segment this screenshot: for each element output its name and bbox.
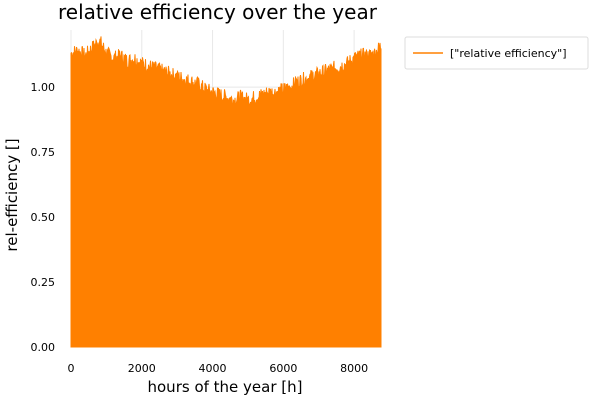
x-tick-label: 8000 bbox=[340, 362, 368, 375]
legend-entry: ["relative efficiency"] bbox=[450, 47, 567, 60]
y-tick-label: 1.00 bbox=[31, 81, 56, 94]
y-tick-label: 0.75 bbox=[31, 146, 56, 159]
x-tick-label: 4000 bbox=[199, 362, 227, 375]
y-tick-label: 0.25 bbox=[31, 276, 56, 289]
x-axis-label: hours of the year [h] bbox=[148, 378, 303, 396]
chart-title: relative efficiency over the year bbox=[58, 0, 378, 24]
axes: 0.00 0.25 0.50 0.75 1.00 0 2000 4000 6000 8000 bbox=[31, 81, 369, 375]
x-tick-label: 0 bbox=[68, 362, 75, 375]
series-layer bbox=[70, 36, 382, 348]
y-tick-label: 0.50 bbox=[31, 211, 56, 224]
x-tick-label: 6000 bbox=[269, 362, 297, 375]
legend: ["relative efficiency"] bbox=[404, 36, 589, 70]
legend-box bbox=[404, 36, 589, 70]
y-axis-label: rel-efficiency [] bbox=[3, 138, 21, 251]
x-tick-label: 2000 bbox=[128, 362, 156, 375]
y-tick-label: 0.00 bbox=[31, 341, 56, 354]
series-relative-efficiency-area bbox=[70, 36, 382, 348]
